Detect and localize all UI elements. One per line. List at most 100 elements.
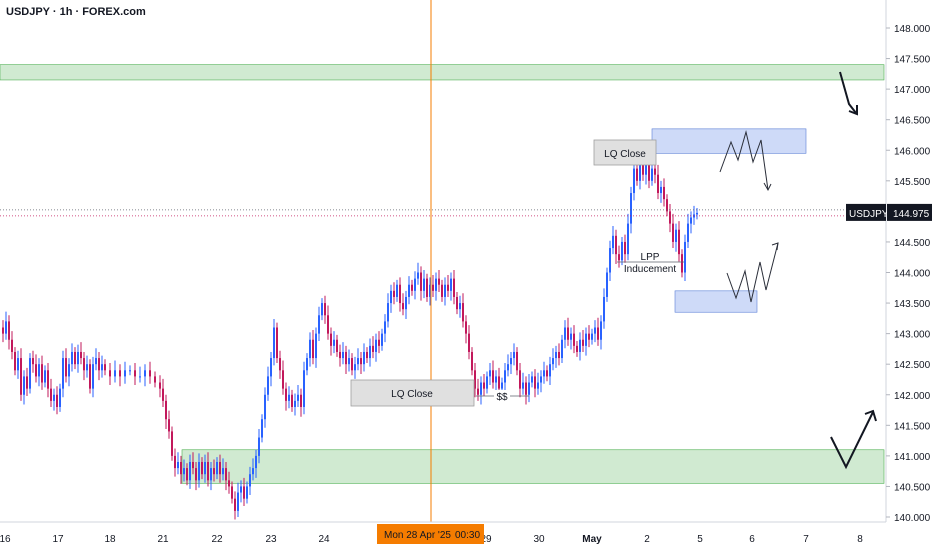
candle-body [429,284,431,297]
candle-body [243,486,245,499]
candle-body [378,339,380,346]
candle-body [17,358,19,371]
candle-body [11,339,13,352]
candle-body [690,217,692,224]
candle-body [198,461,200,481]
candle-body [435,278,437,291]
candle-body [159,382,161,389]
y-tick-label: 144.500 [894,238,931,249]
candle-body [294,400,296,407]
y-tick-label: 142.000 [894,391,931,402]
candle-body [41,364,43,383]
candle-body [519,370,521,389]
candle-body [639,162,641,181]
candle-body [165,400,167,420]
candle-body [312,339,314,359]
time-axis[interactable]: 16 17 18 21 22 23 24 29 30 May 2 5 6 7 8 Mon 28 Apr '25… [0,521,886,545]
candle-body [129,370,131,372]
price-axis[interactable]: 148.000 147.500 147.000 146.500 146.000 145.5… [846,0,932,524]
candle-body [468,333,470,352]
candle-body [336,339,338,352]
candle-body [219,461,221,475]
candle-body [83,358,85,371]
green-zone[interactable] [0,64,885,81]
candle-body [444,284,446,297]
candle-body [89,364,91,389]
drawings [0,0,886,522]
candle-body [315,333,317,359]
candle-body [432,284,434,291]
candle-body [492,370,494,383]
candle-body [369,345,371,359]
lq-close-top-box[interactable] [593,139,657,166]
projection-down-zigzag[interactable] [719,130,769,191]
x-tick-label: 16 [0,534,11,545]
candle-body [222,468,224,475]
candle-body [246,486,248,499]
candle-body [402,303,404,310]
blue-zone[interactable] [651,128,807,154]
candle-body [504,370,506,383]
candle-body [279,358,281,371]
candle-body [561,339,563,359]
candle-body [32,358,34,365]
crosshair-date-badge [377,524,484,544]
candle-body [657,174,659,194]
candle-body [183,468,185,475]
candle-body [318,315,320,334]
candle-body [300,394,302,407]
candle-body [168,419,170,432]
candle-body [636,168,638,181]
green-zone[interactable] [181,449,885,484]
candle-body [210,468,212,481]
candle-body [528,382,530,395]
lq-close-top-label: LQ Close [604,149,646,160]
candle-body [648,156,650,181]
candle-body [74,351,76,365]
candle-body [531,376,533,383]
candle-body [666,199,668,212]
projection-up-zigzag[interactable] [726,242,779,303]
candle-body [44,370,46,383]
candle-body [585,333,587,346]
candle-body [582,339,584,346]
candle-body [624,241,626,255]
candle-body [177,461,179,469]
candle-body [564,327,566,340]
bullish-arrow[interactable] [830,411,874,470]
candle-body [255,455,257,469]
candle-body [696,212,698,215]
y-tick-label: 143.000 [894,330,931,341]
candle-body [489,370,491,377]
y-tick-label: 144.000 [894,269,931,280]
candle-body [252,468,254,475]
candle-body [291,394,293,407]
candle-body [453,278,455,297]
candle-body [621,241,623,261]
candle-body [228,480,230,487]
crosshair-time-label: 00:30 [455,530,480,541]
candle-body [306,358,308,371]
candle-body [77,351,79,365]
candle-body [134,370,136,377]
candle-body [14,351,16,371]
candle-body [606,272,608,297]
candle-body [162,388,164,401]
candle-body [627,223,629,255]
candle-body [480,382,482,395]
lq-close-bottom-box[interactable] [350,379,475,407]
candle-body [645,156,647,175]
chart-title: USDJPY · 1h · FOREX.com [6,6,146,18]
candle-body [360,358,362,365]
candle-body [186,468,188,481]
candle-body [462,303,464,322]
blue-zone[interactable] [674,290,758,313]
candle-body [139,376,141,378]
y-tick-label: 147.000 [894,85,931,96]
bearish-arrow[interactable] [839,71,857,114]
candle-body [333,339,335,346]
candle-body [507,364,509,371]
candle-body [414,278,416,291]
